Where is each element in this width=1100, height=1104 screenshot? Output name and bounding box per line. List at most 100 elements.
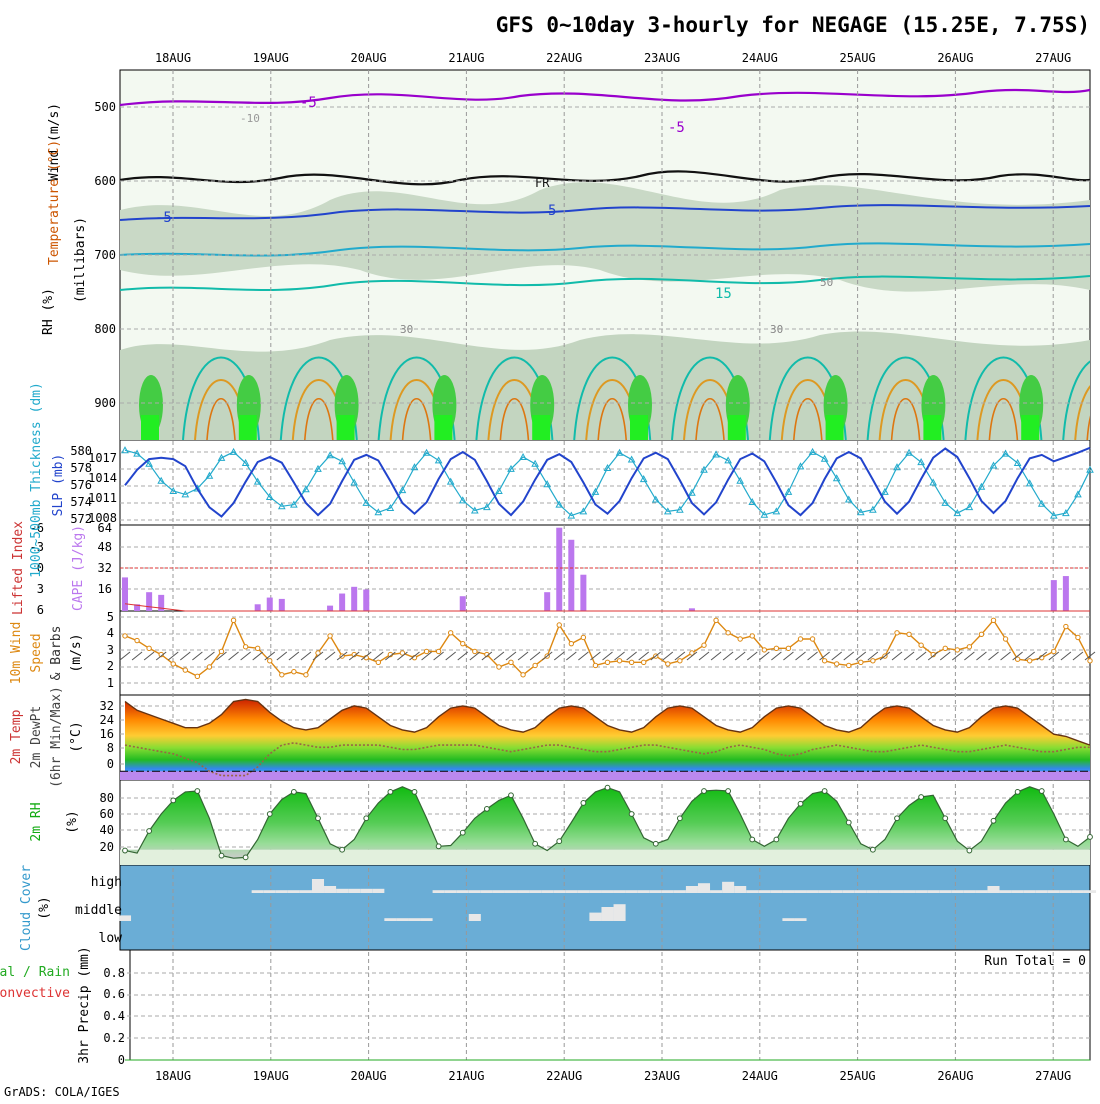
wind-barb-52 [746, 651, 758, 661]
thickness-point-78 [1062, 509, 1070, 517]
p2-thick-578: 578 [70, 461, 92, 475]
cape-bar-11 [254, 604, 261, 611]
wind-barb-55 [783, 651, 794, 661]
thickness-point-59 [832, 474, 841, 482]
wind-barb-28 [457, 651, 469, 661]
cloud-high-bar-42 [625, 890, 638, 893]
thickness-point-37 [567, 511, 576, 519]
p2-thick-572: 572 [70, 512, 92, 526]
wind-barb-24 [409, 651, 420, 661]
cloud-high-bar-19 [348, 888, 361, 893]
rh-band-lower [120, 331, 1090, 440]
wind-barb-6 [192, 651, 203, 661]
cloud-high-bar-79 [1071, 890, 1084, 893]
rh-2m-point-10 [242, 854, 249, 861]
loop-20c-day9 [1074, 385, 1090, 440]
wind-barb-0 [119, 651, 131, 661]
loop-25c-day2 [401, 397, 432, 440]
rh-2m-point-62 [869, 846, 876, 853]
panel2-axis-labels: 1000~500mb Thickness (dm) SLP (mb) [29, 382, 66, 578]
rh-max-day8 [923, 415, 942, 440]
thickness-point-52 [748, 498, 757, 506]
wind-speed-point-80 [1087, 658, 1093, 664]
chart-title: GFS 0~10day 3-hourly for NEGAGE (15.25E,… [496, 13, 1090, 37]
p3-li-3: 3 [37, 582, 44, 596]
wind-barb-1 [131, 651, 143, 661]
contour-label-fr: FR [535, 176, 550, 190]
thickness-point-19 [350, 478, 359, 486]
rh-max-day1 [238, 415, 257, 440]
p4-tick-3: 3 [107, 643, 114, 657]
wind-barb-56 [795, 651, 806, 661]
wind-speed-point-36 [556, 622, 562, 628]
thickness-point-63 [881, 487, 889, 495]
wind-speed-point-56 [797, 636, 804, 642]
panel3-axis-labels: Lifted Index CAPE (J/kg) [11, 521, 86, 615]
wind-speed-point-65 [906, 631, 912, 638]
wind-barb-41 [614, 651, 625, 661]
thickness-point-76 [1037, 499, 1046, 507]
loop-25c-day8 [988, 397, 1019, 440]
rh-max-day0 [141, 415, 159, 440]
wind-barb-57 [807, 651, 818, 661]
cape-bar-77 [1050, 580, 1057, 611]
cape-bar-35 [544, 592, 551, 611]
thickness-point-48 [700, 465, 708, 473]
wind-barb-70 [964, 651, 975, 661]
p3-cape-32: 32 [98, 561, 112, 575]
wind-speed-point-43 [640, 659, 647, 666]
cape-bar-3 [158, 594, 165, 611]
wind-speed-point-60 [846, 662, 852, 669]
cloud-high-bar-18 [336, 888, 349, 893]
panel5-axis-labels: 2m Temp 2m DewPt (6hr Min/Max) (°C) [9, 686, 84, 788]
p8-label-precip: 3hr Precip (mm) [77, 946, 92, 1063]
run-total: Run Total = 0 [984, 954, 1086, 969]
wind-speed-point-34 [532, 662, 538, 669]
wind-barb-79 [1072, 651, 1084, 661]
thickness-point-47 [688, 488, 696, 496]
p5-tick-0: 0 [107, 757, 114, 771]
cape-bar-12 [266, 597, 273, 611]
wind-barb-64 [891, 651, 903, 661]
cloud-high-bar-69 [951, 890, 964, 893]
p2-slp-1011: 1011 [88, 491, 117, 505]
thickness-point-66 [917, 458, 925, 466]
wind-speed-point-68 [942, 645, 948, 652]
cloud-high-bar-63 [878, 890, 891, 893]
rh-2m-point-56 [797, 800, 804, 807]
thickness-point-25 [422, 448, 431, 456]
rh-2m-point-70 [966, 847, 973, 854]
wind-barb-54 [771, 651, 782, 661]
wind-speed-point-14 [291, 668, 297, 675]
thickness-point-11 [253, 477, 262, 485]
thickness-point-3 [157, 476, 166, 484]
wind-barb-12 [264, 651, 276, 661]
cape-bar-38 [580, 574, 587, 611]
cloud-high-bar-49 [710, 890, 723, 893]
cloud-high-bar-46 [673, 890, 686, 893]
thickness-point-23 [398, 486, 407, 494]
panel8-frame [129, 949, 1091, 1061]
thickness-point-68 [941, 498, 950, 506]
rh-2m-point-40 [604, 784, 611, 791]
cloud-mid-bar-0 [118, 915, 132, 921]
thickness-point-67 [929, 478, 938, 486]
wind-speed-point-11 [254, 645, 261, 652]
p4-label-speed: Speed [29, 633, 44, 672]
contour-label-50: 50 [820, 276, 833, 289]
cloud-high-bar-30 [480, 890, 493, 893]
wind-barb-22 [385, 651, 396, 661]
loop-25c-day6 [793, 397, 823, 440]
wind-barb-50 [722, 651, 734, 661]
p5-label-dew: 2m DewPt [29, 706, 44, 769]
thickness-point-12 [265, 492, 274, 500]
cape-bar-1 [134, 604, 141, 611]
cc-level-high: high [91, 875, 122, 890]
wind-barb-61 [855, 651, 867, 661]
date-label-bottom-22AUG: 22AUG [546, 1069, 582, 1083]
cape-bar-19 [351, 586, 358, 611]
wind-speed-point-25 [423, 648, 430, 655]
p2-label-thick: 1000~500mb Thickness (dm) [29, 382, 44, 578]
freezing-level-line [120, 170, 1090, 186]
p1-tick-700: 700 [94, 248, 116, 262]
